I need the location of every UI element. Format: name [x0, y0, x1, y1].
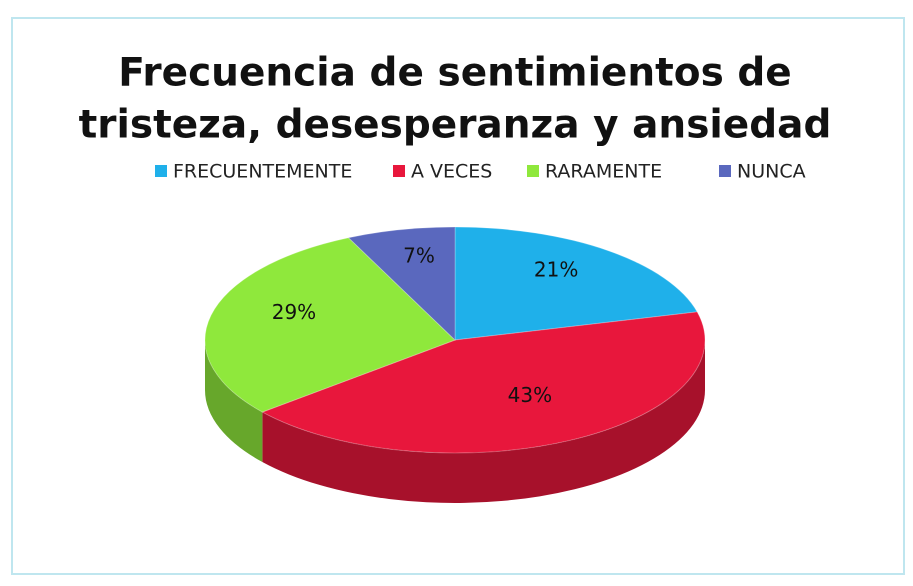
- data-label: 7%: [403, 244, 435, 268]
- slice: [204, 237, 456, 413]
- legend-swatch: [393, 165, 405, 177]
- slice-side: [262, 340, 705, 503]
- slice: [454, 226, 698, 341]
- data-label: 43%: [508, 383, 552, 407]
- slice: [261, 311, 706, 454]
- chart-title-line: Frecuencia de sentimientos de: [118, 51, 792, 96]
- slice-side: [205, 340, 263, 463]
- legend-label: NUNCA: [737, 161, 806, 183]
- data-label: 29%: [272, 300, 316, 324]
- legend-swatch: [155, 165, 167, 177]
- legend-label: RARAMENTE: [545, 161, 662, 183]
- chart-title-line: tristeza, desesperanza y ansiedad: [79, 103, 832, 148]
- legend-swatch: [527, 165, 539, 177]
- legend-label: FRECUENTEMENTE: [173, 161, 352, 183]
- data-label: 21%: [534, 258, 578, 282]
- legend-swatch: [719, 165, 731, 177]
- legend-label: A VECES: [411, 161, 492, 183]
- slice: [347, 226, 456, 342]
